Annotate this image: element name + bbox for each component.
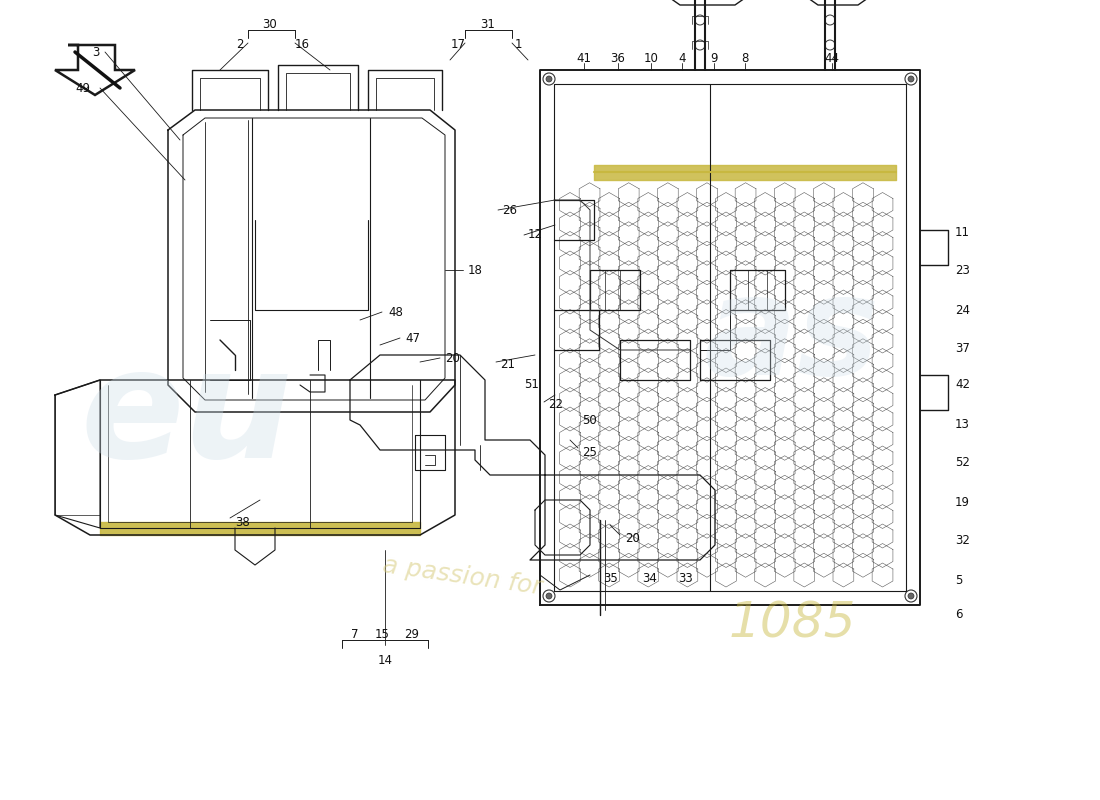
Text: 31: 31 [481,18,495,31]
Text: 29: 29 [405,629,419,642]
Text: 32: 32 [955,534,970,546]
Text: 7: 7 [351,629,359,642]
Text: 16: 16 [295,38,309,50]
Text: 17: 17 [451,38,465,50]
Text: 51: 51 [524,378,539,391]
Text: 44: 44 [825,51,839,65]
Text: 15: 15 [375,629,389,642]
Polygon shape [55,45,135,95]
Text: 12: 12 [528,229,543,242]
Text: 30: 30 [263,18,277,31]
Text: 13: 13 [955,418,970,431]
Text: 8: 8 [741,51,749,65]
Text: 26: 26 [502,203,517,217]
Text: 49: 49 [75,82,90,94]
Text: 42: 42 [955,378,970,391]
Text: 21: 21 [500,358,515,371]
Text: 37: 37 [955,342,970,354]
Circle shape [908,593,914,599]
Text: 23: 23 [955,263,970,277]
Text: 34: 34 [642,571,657,585]
Text: 1085: 1085 [728,600,856,648]
Text: 50: 50 [582,414,596,426]
Text: a passion for: a passion for [381,553,543,599]
Text: 4: 4 [679,51,685,65]
Circle shape [546,593,552,599]
Text: 3: 3 [92,46,99,58]
Text: 11: 11 [955,226,970,238]
Text: 10: 10 [644,51,659,65]
Text: 1: 1 [515,38,521,50]
Text: 18: 18 [468,263,483,277]
Text: 14: 14 [377,654,393,666]
Text: 48: 48 [388,306,403,318]
Text: 19: 19 [955,495,970,509]
Text: 36: 36 [610,51,626,65]
Text: 22: 22 [548,398,563,411]
Text: 20: 20 [446,351,460,365]
Circle shape [546,76,552,82]
Text: 5: 5 [955,574,962,586]
Text: 33: 33 [678,571,693,585]
Text: 2: 2 [236,38,244,50]
Text: 38: 38 [235,515,250,529]
Text: as: as [704,269,880,403]
Text: 35: 35 [603,571,618,585]
Text: 6: 6 [955,609,962,622]
Text: 24: 24 [955,303,970,317]
Text: 20: 20 [625,531,640,545]
Text: 41: 41 [576,51,592,65]
Circle shape [908,76,914,82]
Text: 9: 9 [711,51,717,65]
Text: 25: 25 [582,446,597,458]
Text: 47: 47 [405,331,420,345]
Text: 52: 52 [955,455,970,469]
Text: eu: eu [80,342,294,490]
